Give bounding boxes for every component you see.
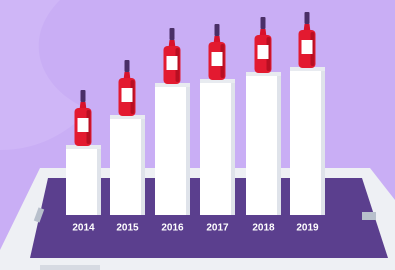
year-label: 2017 [206, 223, 229, 234]
bar-side [231, 82, 235, 215]
bottle-cap [305, 12, 310, 24]
bottle-cap [170, 28, 175, 40]
bottle-label [212, 52, 223, 66]
bar [110, 118, 141, 215]
bottle-cap [215, 24, 220, 36]
year-label: 2014 [72, 223, 95, 234]
bar-side [141, 118, 145, 215]
bar [246, 75, 277, 215]
year-label: 2016 [161, 223, 184, 234]
bottle-cap [125, 60, 130, 72]
bar [200, 82, 231, 215]
year-label: 2015 [116, 223, 139, 234]
bottle-label [78, 118, 89, 132]
bottle-label [167, 56, 178, 70]
bar-side [97, 148, 101, 215]
tablet-button [362, 212, 376, 220]
year-label: 2018 [252, 223, 275, 234]
bottle-label [122, 88, 133, 102]
bar [66, 148, 97, 215]
bottle-label [302, 40, 313, 54]
bottle-cap [81, 90, 86, 102]
bar-side [321, 70, 325, 215]
bar [290, 70, 321, 215]
illustration: 2014 2015 2016 2017 2018 2019 [0, 0, 395, 270]
tablet-port [40, 265, 100, 270]
bottle-cap [261, 17, 266, 29]
bottle-label [258, 45, 269, 59]
bar [155, 86, 186, 215]
bar-side [186, 86, 190, 215]
year-label: 2019 [296, 223, 319, 234]
bar-side [277, 75, 281, 215]
